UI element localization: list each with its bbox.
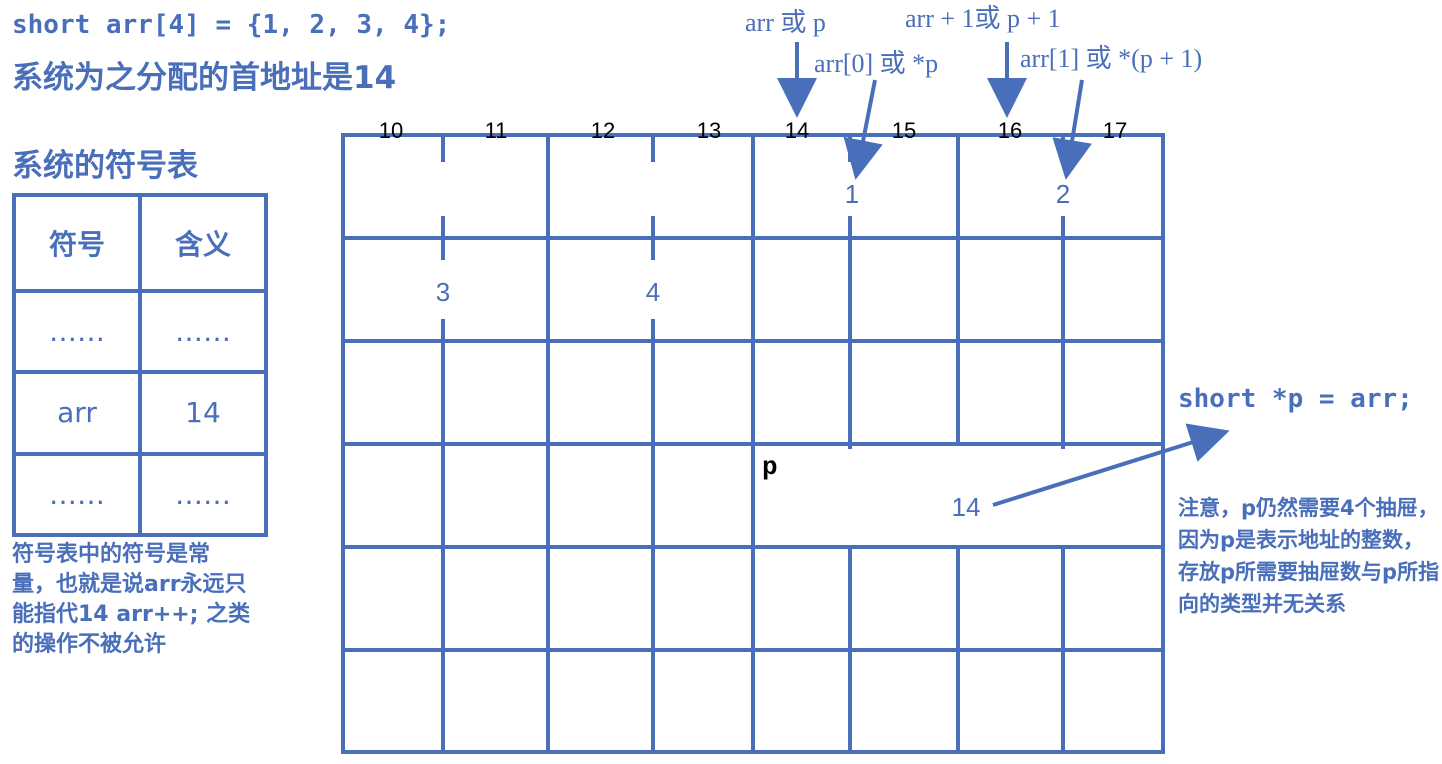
pointer-value: 14 — [952, 492, 981, 522]
meaning-cell: …… — [138, 451, 268, 538]
annotation-arr-plus-1: arr + 1或 p + 1 — [905, 4, 1061, 33]
array-value: 3 — [436, 277, 450, 307]
address-label: 14 — [785, 118, 809, 143]
memory-grid — [341, 133, 1165, 754]
address-label: 11 — [485, 118, 508, 143]
address-label: 13 — [697, 118, 721, 143]
table-row: arr 14 — [12, 370, 268, 456]
address-label: 10 — [379, 118, 403, 143]
symbol-table-note: 符号表中的符号是常量，也就是说arr永远只能指代14 arr++; 之类的操作不… — [12, 542, 251, 657]
array-value: 4 — [646, 277, 660, 307]
pointer-size-note: 注意，p仍然需要4个抽屉，因为p是表示地址的整数，存放p所需要抽屉数与p所指向的… — [1178, 496, 1440, 616]
meaning-cell: …… — [138, 288, 268, 375]
symbol-table-title: 系统的符号表 — [12, 148, 198, 184]
annotation-arr1-or-p1: arr[1] 或 *(p + 1) — [1020, 44, 1202, 73]
annotation-arr-or-p: arr 或 p — [745, 8, 826, 37]
address-label: 16 — [998, 118, 1022, 143]
array-value: 1 — [845, 179, 859, 209]
table-row: …… …… — [12, 288, 268, 375]
meaning-cell: 14 — [138, 370, 268, 456]
pointer-label: p — [762, 452, 778, 482]
symbol-cell: arr — [12, 370, 142, 456]
address-label: 12 — [591, 118, 615, 143]
symbol-cell: …… — [12, 451, 142, 538]
arrow-pointer-declaration — [992, 423, 1230, 507]
code-array-declaration: short arr[4] = {1, 2, 3, 4}; — [12, 10, 451, 40]
symbol-table-header-row: 符号 含义 — [12, 193, 268, 293]
table-row: …… …… — [12, 451, 268, 538]
pointer-declaration: short *p = arr; — [1178, 384, 1413, 414]
page-title: 系统为之分配的首地址是14 — [12, 60, 397, 96]
annotation-arr0-or-p: arr[0] 或 *p — [814, 49, 938, 78]
address-label: 17 — [1103, 118, 1127, 143]
byte-ticks — [441, 135, 1065, 752]
symbol-header: 符号 — [12, 193, 142, 293]
meaning-header: 含义 — [138, 193, 268, 293]
symbol-cell: …… — [12, 288, 142, 375]
arrow-arr1-to-value — [1052, 79, 1092, 180]
address-label: 15 — [892, 118, 916, 143]
arrow-arr0-to-value — [843, 79, 883, 180]
pointer-cell-cover — [758, 449, 953, 543]
symbol-table: 符号 含义 …… …… arr 14 …… …… — [12, 193, 268, 538]
array-value: 2 — [1056, 179, 1070, 209]
